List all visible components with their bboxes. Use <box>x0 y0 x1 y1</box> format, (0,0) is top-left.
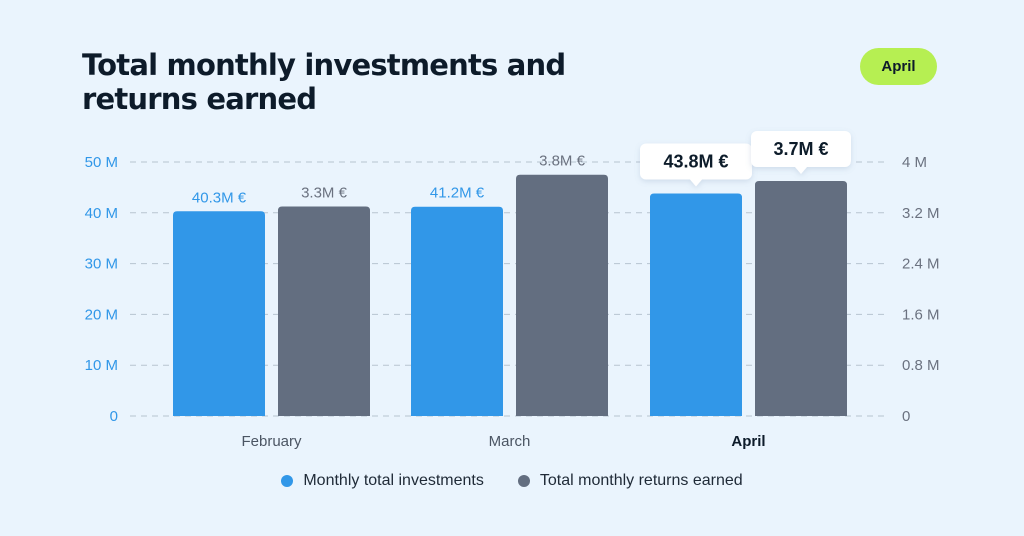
legend-label-returns: Total monthly returns earned <box>539 472 743 489</box>
legend-item-returns[interactable]: Total monthly returns earned <box>517 472 743 490</box>
bar-investments-march[interactable] <box>411 206 503 416</box>
bar-returns-february[interactable] <box>278 206 370 416</box>
category-label-march: March <box>489 433 531 450</box>
right-axis-tick-label: 4 M <box>902 154 927 171</box>
tooltip-investments-april: 43.8M € <box>640 143 752 187</box>
category-labels: February March April <box>241 433 765 450</box>
left-axis-tick-label: 0 <box>110 408 118 425</box>
category-label-april: April <box>731 433 765 450</box>
data-label: 41.2M € <box>430 185 485 202</box>
left-axis-tick-label: 20 M <box>85 306 118 323</box>
left-axis-tick-label: 30 M <box>85 256 118 273</box>
right-axis: 0 0.8 M 1.6 M 2.4 M 3.2 M 4 M <box>902 154 940 425</box>
legend-item-investments[interactable]: Monthly total investments <box>281 472 484 490</box>
data-label: 3.3M € <box>301 184 348 201</box>
left-axis-tick-label: 10 M <box>85 357 118 374</box>
chart-title: Total monthly investments and returns ea… <box>82 48 566 116</box>
bar-investments-april[interactable] <box>650 193 742 416</box>
right-axis-tick-label: 0 <box>902 408 910 425</box>
left-axis-tick-label: 40 M <box>85 205 118 222</box>
legend-dot-investments <box>281 475 294 487</box>
right-axis-tick-label: 3.2 M <box>902 205 940 222</box>
right-axis-tick-label: 1.6 M <box>902 306 940 323</box>
category-label-february: February <box>241 433 302 450</box>
left-axis-tick-label: 50 M <box>85 154 118 171</box>
data-label: 3.8M € <box>539 153 586 170</box>
right-axis-tick-label: 2.4 M <box>902 256 940 273</box>
tooltip-returns-april: 3.7M € <box>751 131 851 175</box>
right-axis-tick-label: 0.8 M <box>902 357 940 374</box>
bar-investments-february[interactable] <box>173 211 265 416</box>
bar-returns-march[interactable] <box>516 174 608 416</box>
data-labels: 40.3M € 3.3M € 41.2M € 3.8M € 43.8M € 3.7M € <box>192 131 851 206</box>
legend-label-investments: Monthly total investments <box>303 472 484 489</box>
data-label: 40.3M € <box>192 189 247 206</box>
svg-text:3.7M €: 3.7M € <box>773 139 828 159</box>
bar-returns-april[interactable] <box>755 181 847 416</box>
selected-month-badge[interactable]: April <box>860 48 937 85</box>
legend-dot-returns <box>517 475 530 487</box>
bars <box>173 174 847 416</box>
legend: Monthly total investments Total monthly … <box>0 472 1024 490</box>
left-axis: 0 10 M 20 M 30 M 40 M 50 M <box>85 154 118 425</box>
svg-text:43.8M €: 43.8M € <box>663 151 728 171</box>
